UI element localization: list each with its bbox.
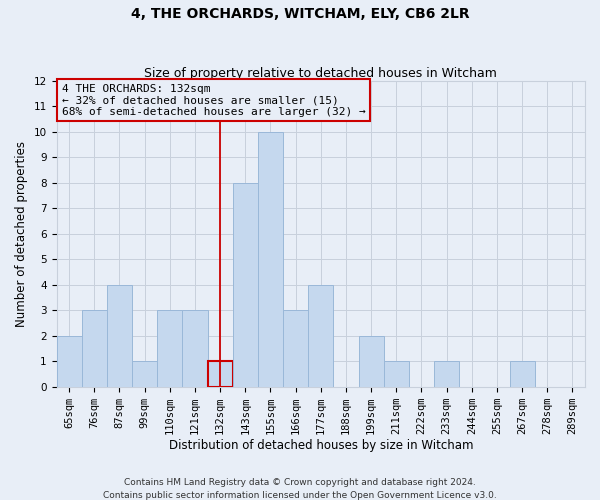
Bar [383,361,409,386]
Y-axis label: Number of detached properties: Number of detached properties [15,140,28,326]
Bar [132,361,157,386]
Bar [359,336,383,386]
Text: 4, THE ORCHARDS, WITCHAM, ELY, CB6 2LR: 4, THE ORCHARDS, WITCHAM, ELY, CB6 2LR [131,8,469,22]
Bar [283,310,308,386]
Bar [56,336,82,386]
Bar [107,284,132,386]
X-axis label: Distribution of detached houses by size in Witcham: Distribution of detached houses by size … [169,440,473,452]
Bar [258,132,283,386]
Text: 4 THE ORCHARDS: 132sqm
← 32% of detached houses are smaller (15)
68% of semi-det: 4 THE ORCHARDS: 132sqm ← 32% of detached… [62,84,365,117]
Text: Contains HM Land Registry data © Crown copyright and database right 2024.
Contai: Contains HM Land Registry data © Crown c… [103,478,497,500]
Bar [157,310,182,386]
Bar [434,361,459,386]
Bar [509,361,535,386]
Title: Size of property relative to detached houses in Witcham: Size of property relative to detached ho… [145,66,497,80]
Bar [182,310,208,386]
Bar [308,284,334,386]
Bar [233,182,258,386]
Bar [208,361,233,386]
Bar [82,310,107,386]
